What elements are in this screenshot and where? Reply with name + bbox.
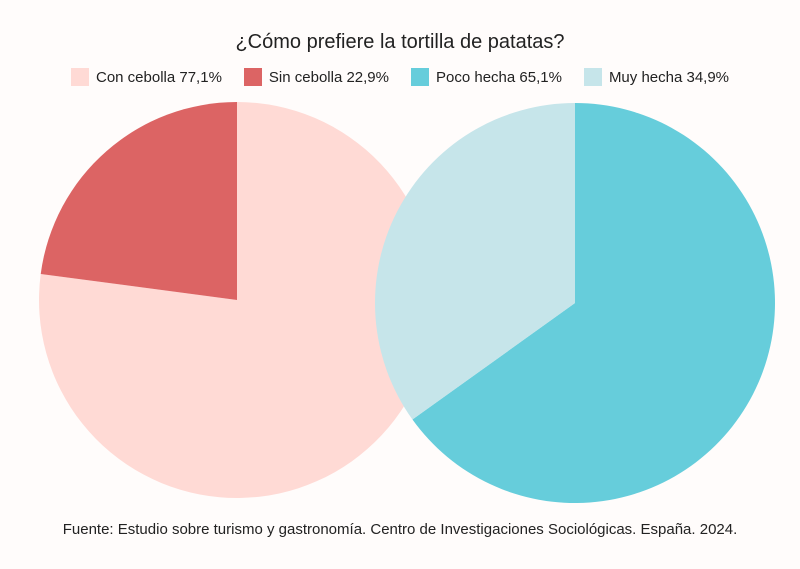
pie-slice-poco-hecha xyxy=(412,103,775,504)
legend-swatch-muy-hecha xyxy=(583,68,602,86)
legend-label-sin-cebolla: Sin cebolla 22,9% xyxy=(268,68,389,86)
chart-legend: Con cebolla 77,1% Sin cebolla 22,9% Poco… xyxy=(0,68,800,86)
legend-item-sin-cebolla: Sin cebolla 22,9% xyxy=(243,68,389,86)
legend-label-muy-hecha: Muy hecha 34,9% xyxy=(608,68,730,86)
legend-item-con-cebolla: Con cebolla 77,1% xyxy=(70,68,222,86)
pie-cebolla xyxy=(38,102,435,499)
legend-item-muy-hecha: Muy hecha 34,9% xyxy=(583,68,730,86)
pie-slice-con-cebolla xyxy=(38,102,435,499)
pie-punto xyxy=(374,103,775,504)
pie-slice-muy-hecha xyxy=(374,103,575,420)
legend-label-poco-hecha: Poco hecha 65,1% xyxy=(436,68,562,86)
chart-title: ¿Cómo prefiere la tortilla de patatas? xyxy=(235,31,565,53)
legend-swatch-sin-cebolla xyxy=(243,68,262,86)
legend-label-con-cebolla: Con cebolla 77,1% xyxy=(95,68,222,86)
legend-swatch-poco-hecha xyxy=(411,68,429,86)
legend-swatch-con-cebolla xyxy=(70,68,89,86)
pie-slice-sin-cebolla xyxy=(40,102,237,300)
chart-caption: Fuente: Estudio sobre turismo y gastrono… xyxy=(62,521,738,538)
legend-item-poco-hecha: Poco hecha 65,1% xyxy=(411,68,562,86)
